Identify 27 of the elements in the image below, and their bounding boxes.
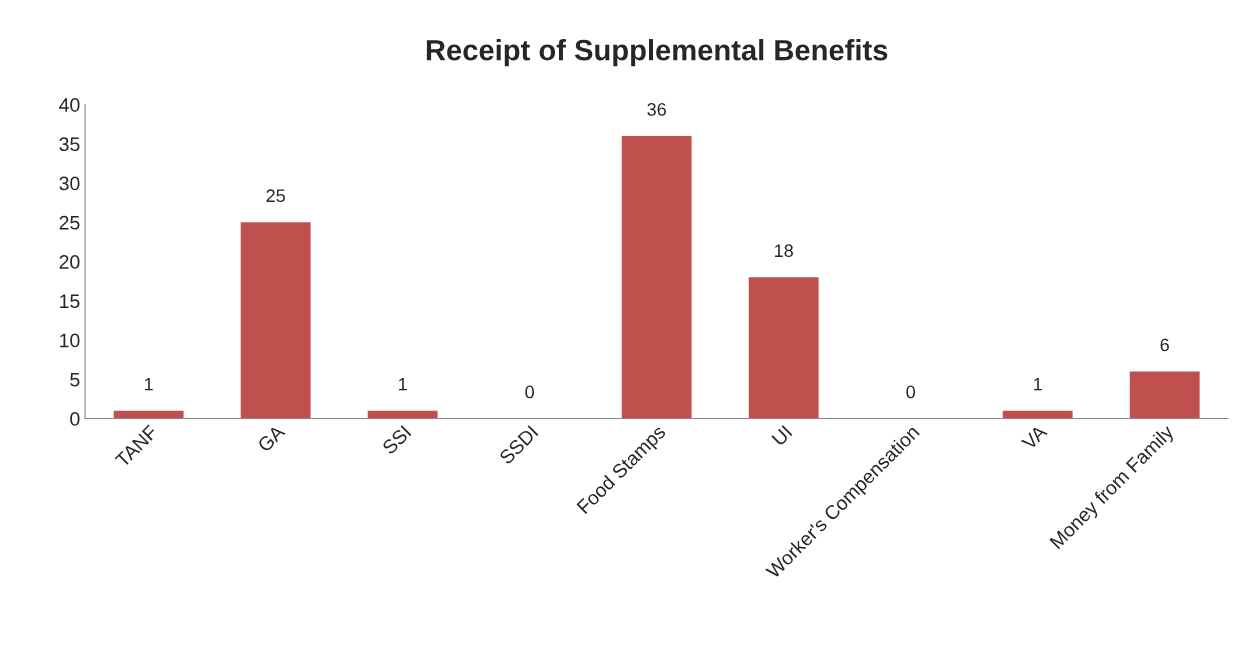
data-label: 36 [647,103,666,116]
data-label: 0 [525,385,534,399]
y-tick-label: 5 [70,372,80,387]
bar [621,136,692,419]
bar [1129,371,1200,419]
y-tick-label: 20 [59,255,80,269]
y-tick-label: 25 [59,215,80,230]
data-label: 18 [775,244,793,258]
data-label: 1 [399,377,407,391]
data-label: 0 [906,385,916,399]
data-label: 25 [266,189,285,203]
x-tick-label: UI [771,425,793,447]
y-tick-label: 40 [59,98,80,112]
data-label: 6 [1160,338,1169,352]
y-tick-label: 0 [70,412,80,426]
bar [240,222,311,419]
y-tick-label: 10 [60,333,80,348]
x-tick-label: GA [256,423,286,453]
x-tick-label: VA [1020,423,1048,451]
y-tick-label: 35 [59,137,80,152]
data-label: 1 [145,377,153,391]
chart-title: Receipt of Supplemental Benefits [426,39,888,67]
y-tick-label: 30 [59,176,80,191]
y-tick-label: 15 [60,294,80,309]
data-label: 1 [1034,377,1042,391]
bar [748,277,819,419]
x-tick-label: SSI [381,425,412,456]
